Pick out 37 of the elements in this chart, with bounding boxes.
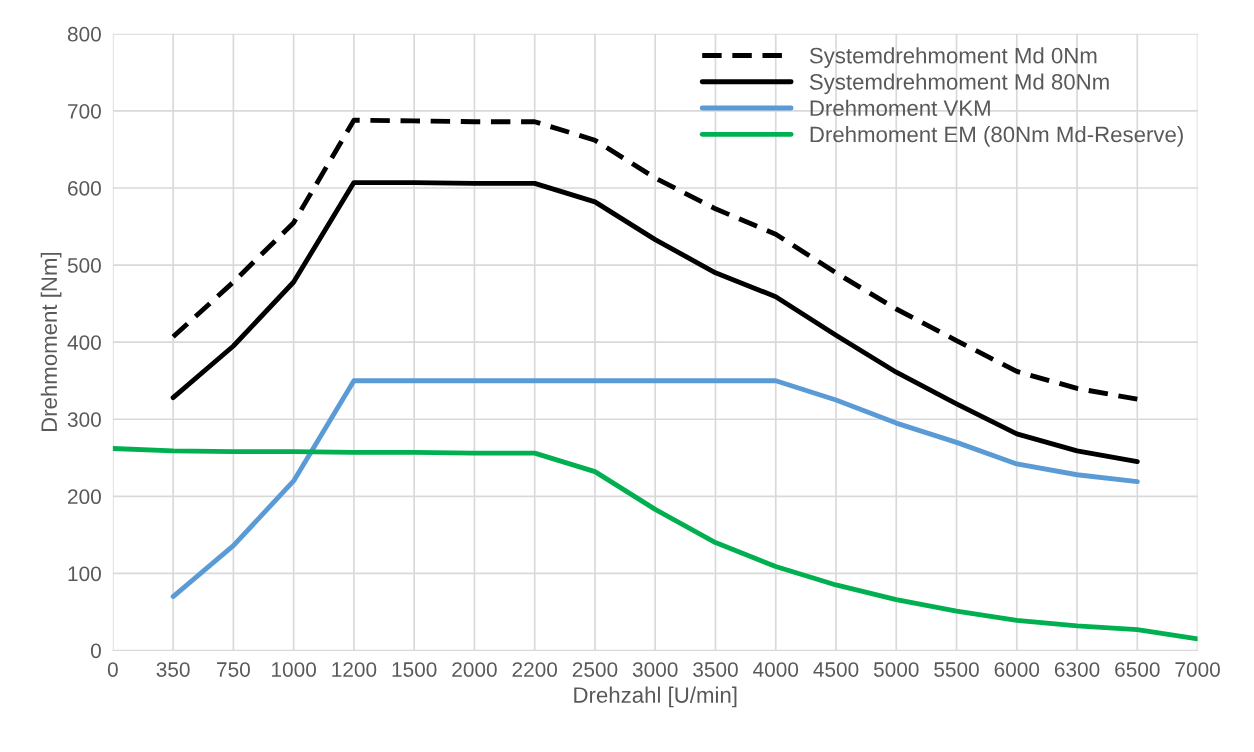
y-tick-label: 800 xyxy=(67,26,101,42)
x-tick-label: 6500 xyxy=(1115,662,1160,677)
x-tick-label: 4000 xyxy=(753,662,799,677)
x-tick-label: 7000 xyxy=(1175,662,1220,677)
y-tick-label: 300 xyxy=(67,412,101,427)
legend-label: Systemdrehmoment Md 0Nm xyxy=(809,47,1097,68)
x-tick-label: 2000 xyxy=(452,662,497,677)
x-tick-label: 350 xyxy=(156,662,190,677)
y-tick-label: 700 xyxy=(68,103,101,119)
x-tick-label: 0 xyxy=(107,662,118,677)
y-tick-label: 200 xyxy=(68,489,101,505)
x-tick-label: 6300 xyxy=(1054,662,1100,677)
line-series xyxy=(112,446,1198,642)
legend-label: Drehmoment EM (80Nm Md-Reserve) xyxy=(810,125,1183,147)
x-tick-label: 4500 xyxy=(813,662,859,677)
x-tick-label: 6000 xyxy=(994,662,1040,677)
y-tick-label: 500 xyxy=(67,258,101,273)
x-axis-title: Drehzahl [U/min] xyxy=(574,686,737,708)
x-tick-label: 3000 xyxy=(632,662,678,677)
x-tick-label: 1500 xyxy=(392,662,437,677)
legend-label: Systemdrehmoment Md 80Nm xyxy=(809,73,1109,95)
y-tick-label: 600 xyxy=(68,181,101,196)
y-tick-label: 100 xyxy=(68,566,101,582)
line-series xyxy=(170,180,1140,465)
y-axis-title: Drehmoment [Nm] xyxy=(40,252,62,432)
y-tick-label: 0 xyxy=(90,643,101,659)
line-series xyxy=(170,378,1140,599)
x-tick-label: 1000 xyxy=(272,662,317,677)
x-tick-label: 1200 xyxy=(332,662,377,677)
x-tick-label: 5500 xyxy=(934,662,979,677)
x-tick-label: 3500 xyxy=(693,662,738,677)
x-tick-label: 750 xyxy=(217,662,250,677)
legend-label: Drehmoment VKM xyxy=(810,99,990,117)
y-tick-label: 400 xyxy=(67,335,101,350)
x-tick-label: 5000 xyxy=(873,662,919,677)
x-tick-label: 2200 xyxy=(512,662,558,677)
x-tick-label: 2500 xyxy=(572,662,618,677)
